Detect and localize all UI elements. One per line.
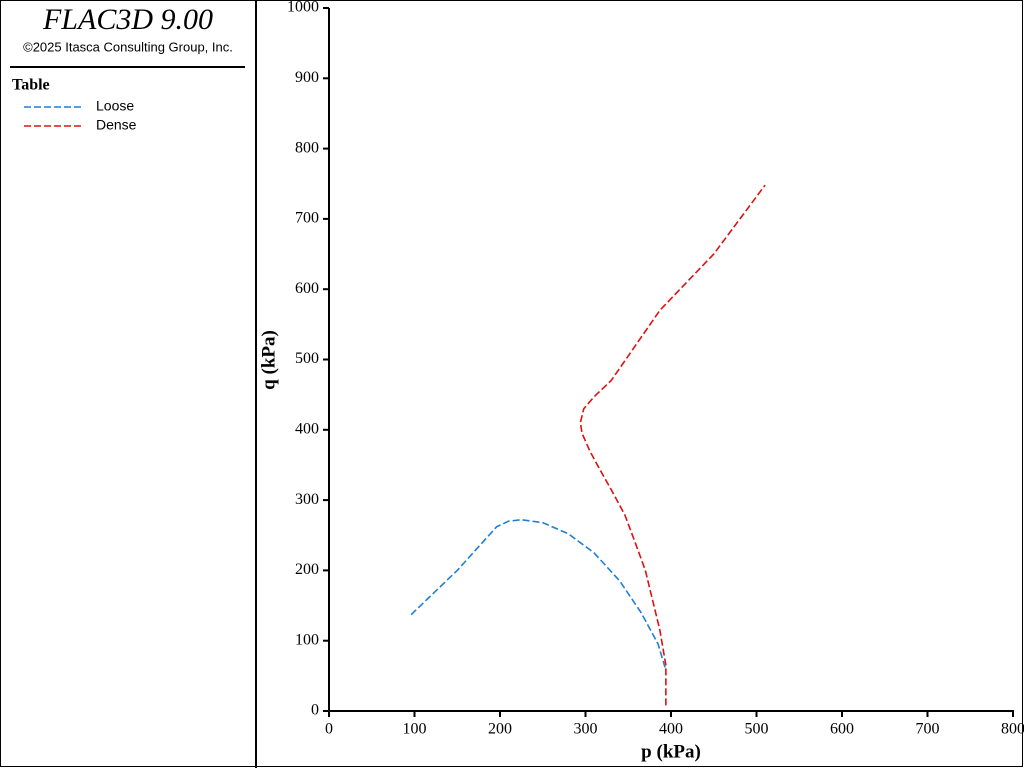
y-tick-label: 900 [295, 69, 319, 86]
y-tick-label: 1000 [287, 0, 319, 16]
y-tick-label: 800 [295, 139, 319, 156]
x-tick-label: 100 [403, 721, 427, 738]
x-tick-label: 500 [745, 721, 769, 738]
x-tick-label: 700 [916, 721, 940, 738]
y-tick-label: 0 [311, 702, 319, 719]
x-tick-label: 0 [325, 721, 333, 738]
y-tick-label: 100 [295, 631, 319, 648]
data-line [410, 518, 666, 668]
x-axis-label: p (kPa) [641, 741, 701, 762]
x-tick-label: 800 [1001, 721, 1024, 738]
y-tick-label: 400 [295, 420, 319, 437]
x-tick-label: 600 [830, 721, 854, 738]
chart-title: FLAC3D 9.00 [42, 3, 213, 36]
y-tick-label: 300 [295, 491, 319, 508]
legend-label: Dense [96, 117, 137, 133]
y-tick-label: 600 [295, 280, 319, 297]
x-tick-label: 400 [659, 721, 683, 738]
data-line [579, 184, 766, 706]
y-tick-label: 200 [295, 561, 319, 578]
legend-label: Loose [96, 98, 134, 114]
legend-title: Table [12, 77, 50, 94]
y-tick-label: 700 [295, 210, 319, 227]
x-tick-label: 300 [574, 721, 598, 738]
chart-subtitle: ©2025 Itasca Consulting Group, Inc. [23, 39, 233, 54]
y-axis-label: q (kPa) [258, 330, 279, 390]
x-tick-label: 200 [488, 721, 512, 738]
y-tick-label: 500 [295, 350, 319, 367]
